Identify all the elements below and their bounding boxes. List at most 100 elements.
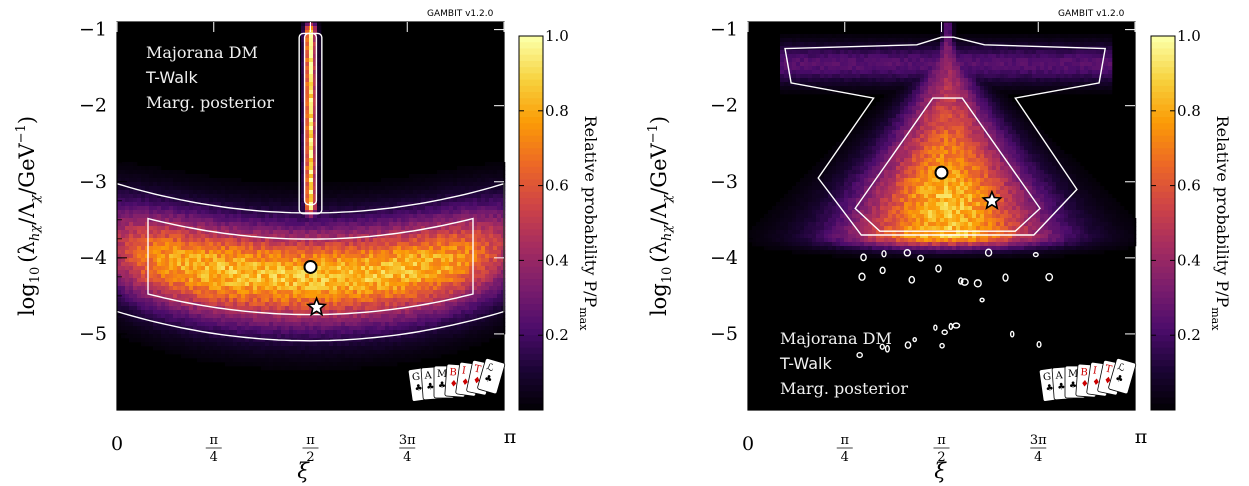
left-colorbar-segment	[519, 79, 543, 87]
left-colorbar-segment	[519, 247, 543, 255]
left-colorbar-segment	[519, 148, 543, 155]
left-axis-ticks	[116, 22, 505, 411]
right-contour-island	[1009, 330, 1015, 338]
left-colorbar-segment	[519, 229, 543, 236]
left-colorbar-segment	[519, 98, 543, 106]
left-colorbar-segment	[519, 285, 543, 293]
right-posterior-mean-marker	[981, 189, 1003, 210]
left-colorbar-segment	[519, 42, 543, 49]
left-ytick-labels: −1 −2 −3 −4 −5	[79, 19, 107, 345]
left-colorbar-segment	[519, 297, 543, 305]
left-colorbar-segment	[519, 254, 543, 261]
left-colorbar-segment	[519, 179, 543, 187]
left-colorbar-segment	[519, 360, 543, 367]
left-colorbar-segment	[519, 372, 543, 380]
right-xtick-label: 0	[742, 433, 754, 455]
left-heatmap-cells	[117, 22, 506, 371]
left-xtick-label-den: 4	[210, 450, 218, 465]
right-colorbar-segment	[1151, 166, 1175, 174]
left-colorbar-segment	[519, 110, 543, 118]
right-colorbar-segment	[1151, 92, 1175, 99]
left-panel: GAMBIT v1.2.0 −1 −2 −3 −4 −5 0 π 4 π 2 3π 4 π ξ log…	[14, 9, 600, 483]
right-contour-island	[879, 343, 885, 350]
right-contour-island	[903, 249, 912, 257]
left-colorbar-segment	[519, 366, 543, 374]
left-legend-line-1: Majorana DM	[146, 43, 258, 62]
left-colorbar-segment	[519, 235, 543, 243]
left-colorbar-segment	[519, 316, 543, 324]
right-contour-island	[860, 253, 867, 262]
right-axis-ticks	[747, 22, 1136, 411]
right-colorbar-segment	[1151, 173, 1175, 180]
right-colorbar-segment	[1151, 73, 1175, 81]
right-colorbar-segment	[1151, 366, 1175, 374]
right-colorbar-segment	[1151, 48, 1175, 56]
left-colorbar-segment	[519, 185, 543, 193]
right-ytick-labels: −1 −2 −3 −4 −5	[710, 19, 738, 345]
left-colorbar-segment	[519, 210, 543, 218]
right-colorbar-label: Relative probability P/Pmax	[1209, 116, 1232, 332]
right-panel: GAMBIT v1.2.0 −1 −2 −3 −4 −5 0 π 4 π 2 3π 4 π ξ log…	[646, 9, 1232, 483]
left-band-contour-inner	[147, 217, 474, 316]
right-contour-island	[941, 329, 948, 336]
right-colorbar-tick-label: 0.4	[1177, 251, 1201, 269]
left-colorbar-segment	[519, 36, 543, 43]
right-colorbar-segment	[1151, 154, 1175, 162]
right-colorbar-segment	[1151, 328, 1175, 336]
right-best-fit-marker	[934, 165, 949, 180]
right-colorbar-segment	[1151, 235, 1175, 243]
right-contour-island	[957, 277, 964, 285]
right-colorbar-segment	[1151, 372, 1175, 380]
right-contour-island	[858, 272, 866, 281]
left-colorbar-segment	[519, 123, 543, 130]
right-contour-island	[856, 352, 863, 359]
left-colorbar-frame	[518, 35, 544, 411]
right-colorbar-segment	[1151, 378, 1175, 386]
right-ytick-label: −2	[710, 95, 738, 117]
right-colorbar-segment	[1151, 272, 1175, 280]
left-colorbar-segment	[519, 85, 543, 93]
left-colorbar-segment	[519, 54, 543, 62]
left-colorbar-segment	[519, 204, 543, 212]
left-colorbar-segment	[519, 378, 543, 386]
right-colorbar-tick-label: 0.8	[1177, 102, 1201, 120]
right-legend-line-1: Majorana DM	[780, 329, 892, 348]
right-contour-island	[904, 341, 912, 349]
left-colorbar-segment	[519, 353, 543, 361]
left-colorbar-tick-label: 0.4	[545, 251, 569, 269]
left-xaxis-title: ξ	[297, 459, 310, 483]
right-legend-line-2: T-Walk	[779, 354, 832, 373]
left-colorbar-segment	[519, 92, 543, 99]
left-strip-contour-inner	[303, 32, 318, 206]
left-xtick-label-den: 2	[306, 450, 314, 465]
left-colorbar-segment	[519, 403, 543, 411]
right-colorbar-segment	[1151, 353, 1175, 361]
left-colorbar-segment	[519, 216, 543, 224]
right-contour-island	[908, 275, 916, 284]
left-colorbar-segment	[519, 260, 543, 268]
left-colorbar-tick-label: 1.0	[545, 27, 569, 45]
right-colorbar: 0.2 0.4 0.6 0.8 1.0 Relative probability P/Pm…	[1150, 27, 1232, 411]
right-colorbar-segment	[1151, 85, 1175, 93]
right-colorbar-segment	[1151, 360, 1175, 367]
left-colorbar-tick-label: 0.8	[545, 102, 569, 120]
left-colorbar-segment	[519, 328, 543, 336]
left-xtick-label-num: π	[306, 433, 315, 448]
left-legend-line-3: Marg. posterior	[146, 93, 274, 112]
right-colorbar-segment	[1151, 216, 1175, 224]
gambit-cards-logo-right: G♣A♣M♣B♦I♦T♦ℒ♣	[1038, 358, 1137, 402]
left-xtick-label: π	[504, 426, 517, 448]
left-colorbar-segment	[519, 141, 543, 149]
left-colorbar-segment	[519, 385, 543, 392]
left-colorbar-segment	[519, 279, 543, 286]
right-colorbar-segment	[1151, 210, 1175, 218]
left-colorbar-segment	[519, 241, 543, 249]
left-heatmap	[116, 22, 506, 410]
right-colorbar-segment	[1151, 110, 1175, 118]
right-colorbar-segment	[1151, 54, 1175, 62]
left-ytick-label: −4	[79, 247, 107, 269]
left-colorbar-segment	[519, 397, 543, 405]
right-colorbar-segment	[1151, 297, 1175, 305]
card: ℒ♣	[477, 358, 506, 395]
